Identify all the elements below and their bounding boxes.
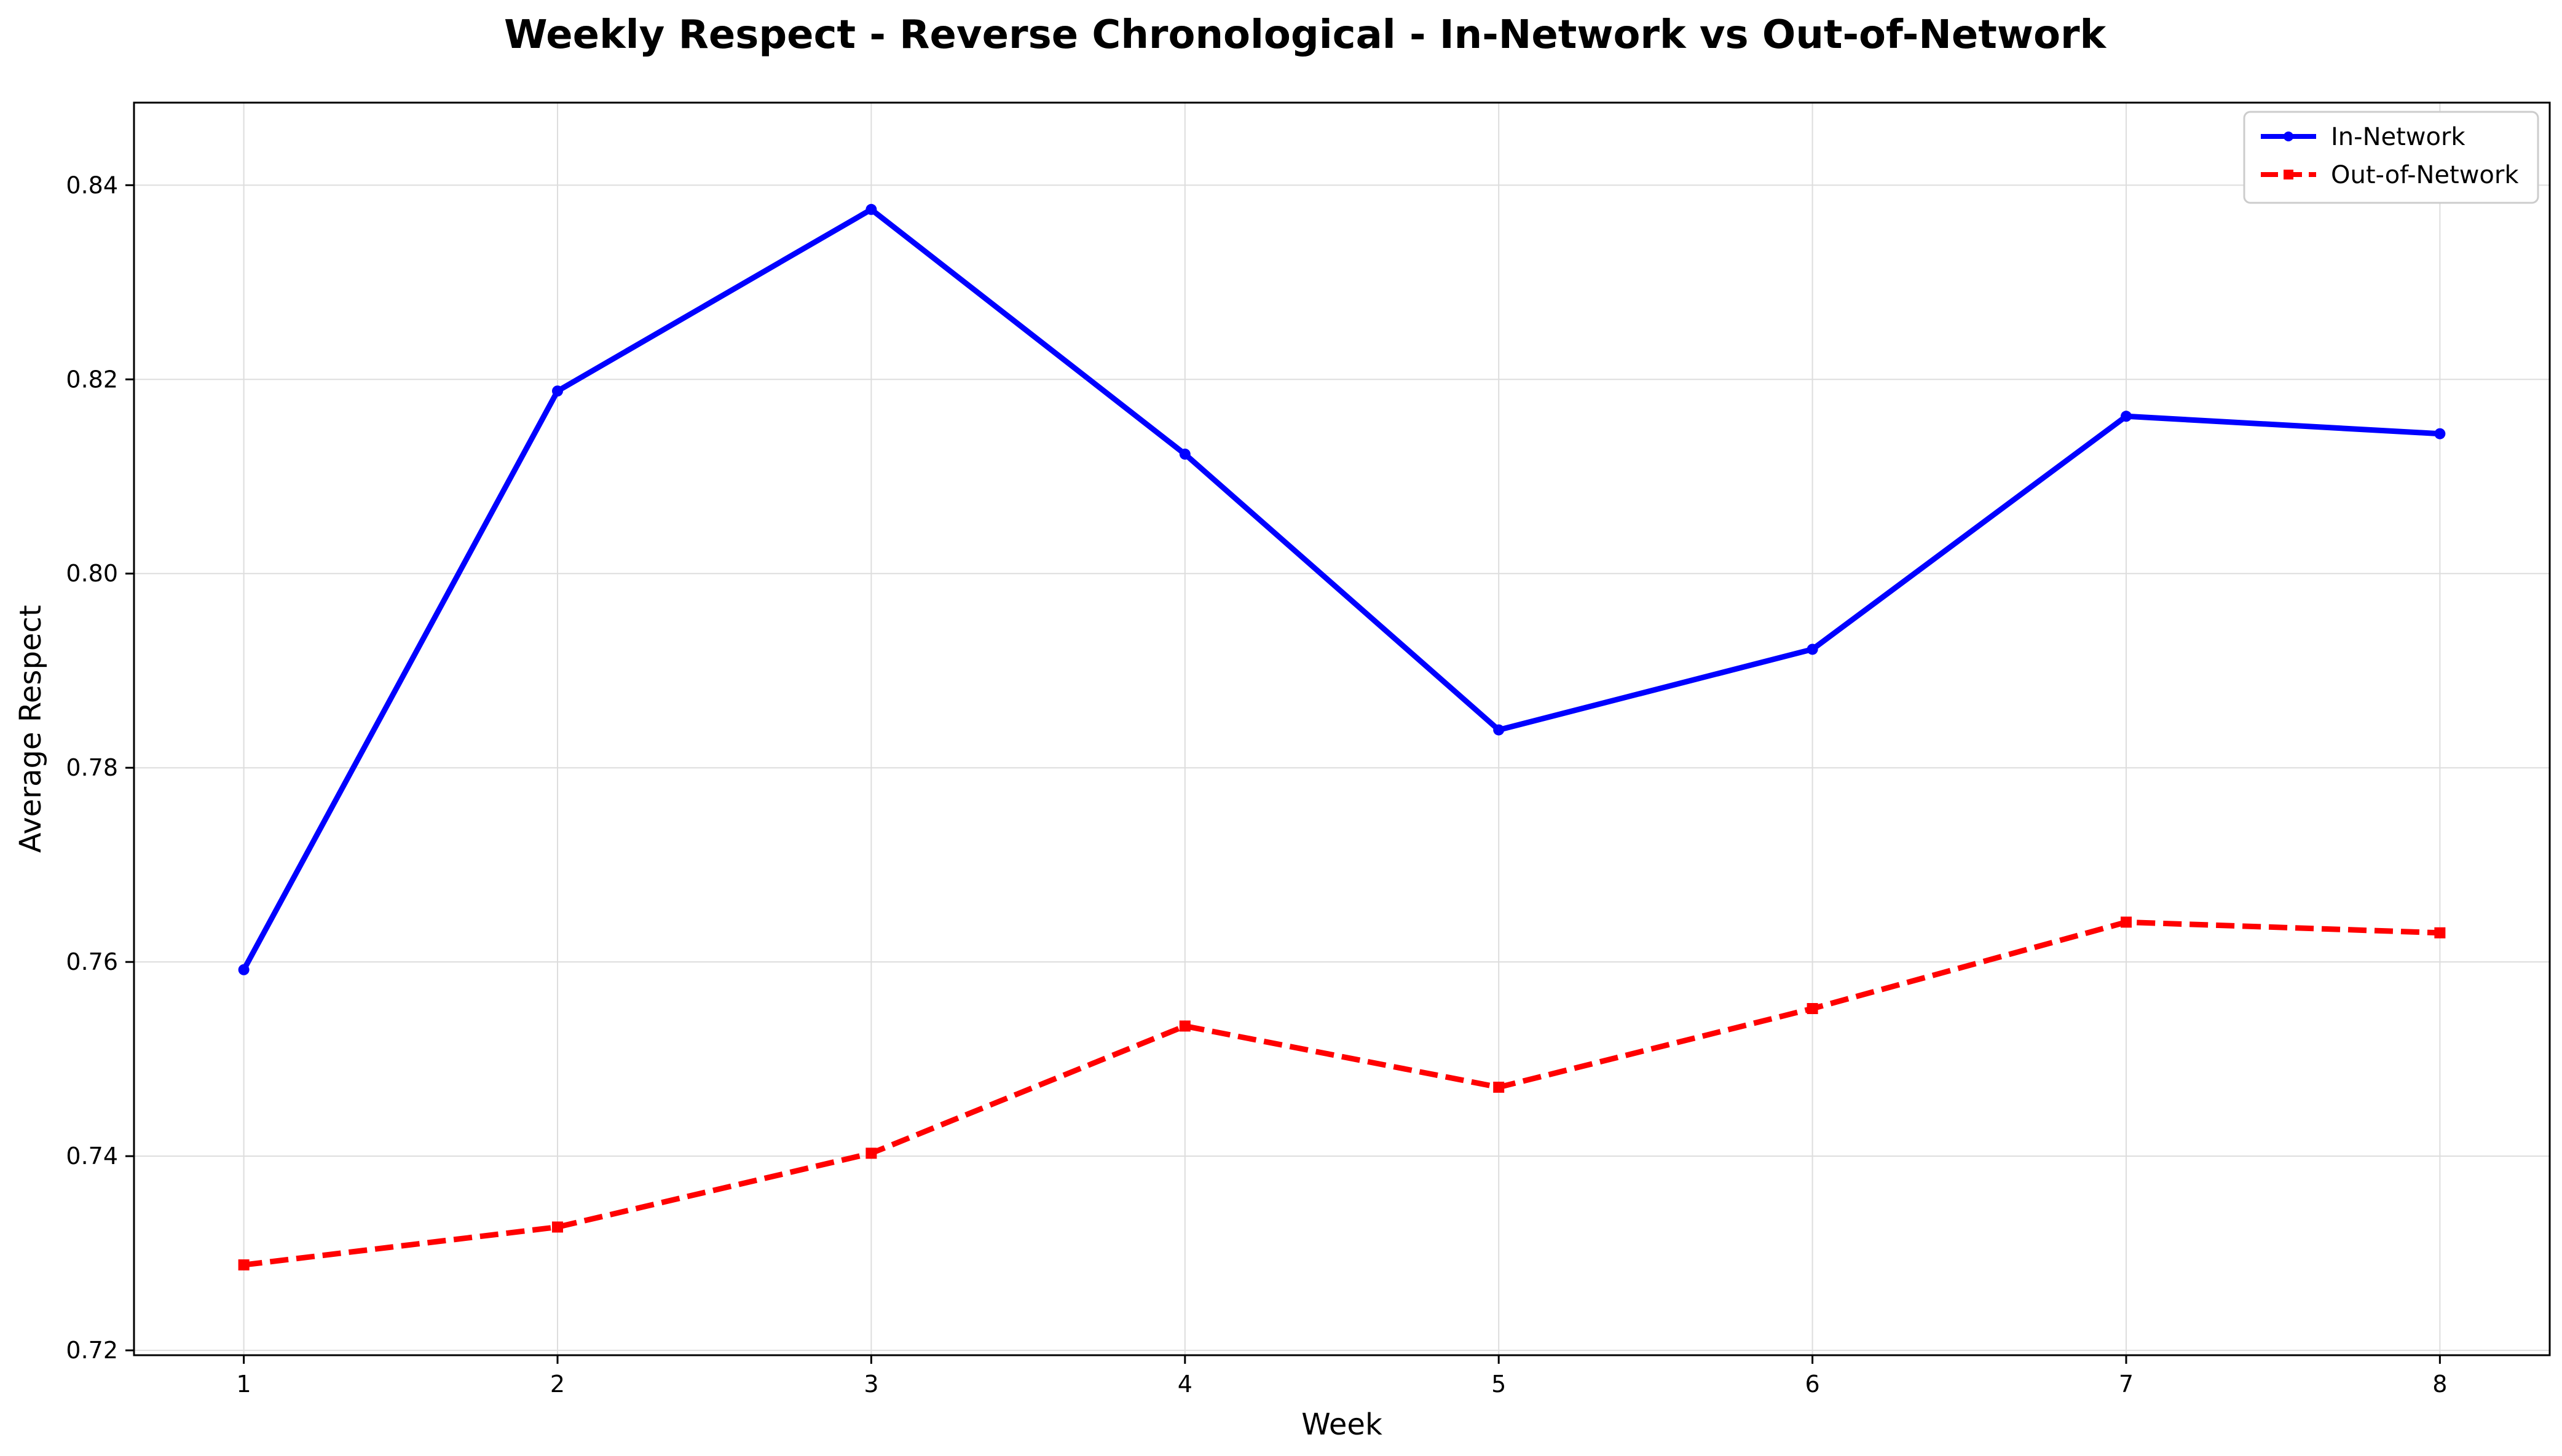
y-tick-label: 0.80 (66, 560, 118, 587)
x-tick-label: 8 (2432, 1371, 2447, 1398)
data-point-in-network (238, 964, 250, 975)
data-point-out-of-network (2434, 927, 2446, 939)
y-axis-label: Average Respect (14, 605, 48, 852)
x-axis-label: Week (1301, 1407, 1382, 1442)
y-tick-label: 0.74 (66, 1143, 118, 1170)
data-point-in-network (552, 385, 564, 397)
x-tick-label: 2 (550, 1371, 565, 1398)
data-point-out-of-network (865, 1147, 877, 1159)
data-point-out-of-network (1179, 1020, 1191, 1032)
legend-box (2243, 111, 2539, 204)
data-point-out-of-network (2120, 916, 2132, 928)
legend-out-of-network-label: Out-of-Network (2331, 161, 2519, 189)
chart-title: Weekly Respect - Reverse Chronological -… (504, 12, 2107, 58)
series-line-in-network (241, 207, 2440, 971)
data-point-in-network (865, 203, 877, 215)
y-tick-label: 0.76 (66, 948, 118, 975)
grid (134, 103, 2550, 1355)
y-tick-label: 0.84 (66, 171, 118, 199)
data-point-out-of-network (238, 1259, 250, 1271)
y-tick-label: 0.78 (66, 754, 118, 781)
x-tick-label: 4 (1178, 1371, 1192, 1398)
data-point-in-network (1179, 448, 1191, 460)
legend-in-network-label: In-Network (2331, 123, 2465, 151)
legend-in-network-marker (2284, 132, 2293, 141)
axis-ticks: 1 2 3 4 5 6 7 8 0.72 0.74 0.76 0.78 0.80 0.82 0.84 (66, 171, 2447, 1398)
x-tick-label: 7 (2119, 1371, 2134, 1398)
data-point-out-of-network (1493, 1081, 1505, 1093)
y-tick-label: 0.82 (66, 366, 118, 393)
data-point-out-of-network (552, 1221, 564, 1233)
data-point-in-network (2120, 411, 2132, 422)
plot-area-frame (133, 101, 2551, 1356)
data-point-in-network (1493, 724, 1505, 736)
x-tick-label: 5 (1491, 1371, 1506, 1398)
series-line-out-of-network (243, 919, 2440, 1268)
data-point-in-network (1807, 643, 1818, 655)
y-tick-label: 0.72 (66, 1337, 118, 1364)
legend: In-Network Out-of-Network (2243, 111, 2539, 204)
legend-out-of-network-marker (2284, 170, 2293, 179)
series-layer (238, 203, 2446, 1271)
data-point-in-network (2434, 428, 2446, 439)
x-tick-label: 3 (864, 1371, 878, 1398)
data-point-out-of-network (1807, 1002, 1818, 1014)
x-tick-label: 6 (1805, 1371, 1819, 1398)
x-tick-label: 1 (237, 1371, 251, 1398)
